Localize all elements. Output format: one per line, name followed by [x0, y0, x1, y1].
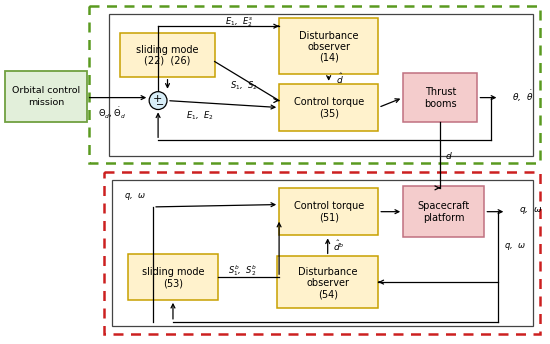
Bar	[277, 256, 378, 308]
Bar	[6, 71, 87, 122]
Text: $S_1^b$,  $S_2^b$: $S_1^b$, $S_2^b$	[228, 263, 257, 278]
Text: (22)  (26): (22) (26)	[144, 56, 191, 66]
Text: $d$: $d$	[445, 150, 453, 161]
Bar	[128, 254, 218, 300]
Text: Disturbance: Disturbance	[298, 267, 358, 277]
Bar	[403, 73, 477, 122]
Bar	[279, 18, 378, 74]
Text: observer: observer	[306, 278, 349, 288]
Text: Control torque: Control torque	[294, 97, 364, 107]
Text: platform: platform	[423, 213, 465, 223]
Bar	[403, 186, 485, 237]
Text: (51): (51)	[318, 213, 339, 223]
Text: Thrust: Thrust	[425, 87, 456, 97]
Text: $E_1$,  $E_2^s$: $E_1$, $E_2^s$	[226, 15, 254, 29]
Text: $\hat{d}^b$: $\hat{d}^b$	[333, 239, 344, 253]
Text: Disturbance: Disturbance	[299, 31, 359, 41]
Text: observer: observer	[307, 42, 350, 52]
Bar	[112, 180, 533, 326]
Bar	[108, 14, 533, 156]
Text: (53): (53)	[163, 278, 183, 288]
Text: Spacecraft: Spacecraft	[417, 201, 470, 211]
Text: booms: booms	[424, 99, 456, 109]
Text: $\hat{d}$: $\hat{d}$	[336, 72, 343, 86]
Text: (35): (35)	[318, 108, 339, 118]
Text: (54): (54)	[318, 289, 338, 299]
Bar	[279, 84, 378, 131]
Text: $S_1$,  $S_2$: $S_1$, $S_2$	[229, 79, 257, 92]
Text: −: −	[156, 99, 164, 109]
Text: sliding mode: sliding mode	[136, 45, 199, 55]
Text: mission: mission	[28, 98, 64, 107]
Text: $q$,  $\omega$: $q$, $\omega$	[504, 241, 526, 252]
Bar	[103, 172, 540, 334]
Bar	[279, 188, 378, 236]
Text: sliding mode: sliding mode	[142, 267, 204, 277]
Bar	[89, 6, 540, 163]
Text: $q$,  $\omega$: $q$, $\omega$	[124, 191, 146, 202]
Text: $\mathit{\theta}$,  $\dot{\mathit{\theta}}$: $\mathit{\theta}$, $\dot{\mathit{\theta}…	[512, 89, 534, 104]
Text: $\mathit{\Theta}_d$, $\dot{\mathit{\Theta}}_d$: $\mathit{\Theta}_d$, $\dot{\mathit{\Thet…	[98, 106, 127, 121]
Bar	[120, 33, 214, 77]
Circle shape	[149, 92, 167, 109]
Text: (14): (14)	[319, 53, 339, 63]
Text: +: +	[152, 94, 162, 104]
Text: $E_1$,  $E_2$: $E_1$, $E_2$	[186, 109, 213, 122]
Text: Orbital control: Orbital control	[12, 86, 80, 95]
Text: Control torque: Control torque	[294, 201, 364, 211]
Text: $q$,  $\omega$: $q$, $\omega$	[519, 205, 542, 216]
